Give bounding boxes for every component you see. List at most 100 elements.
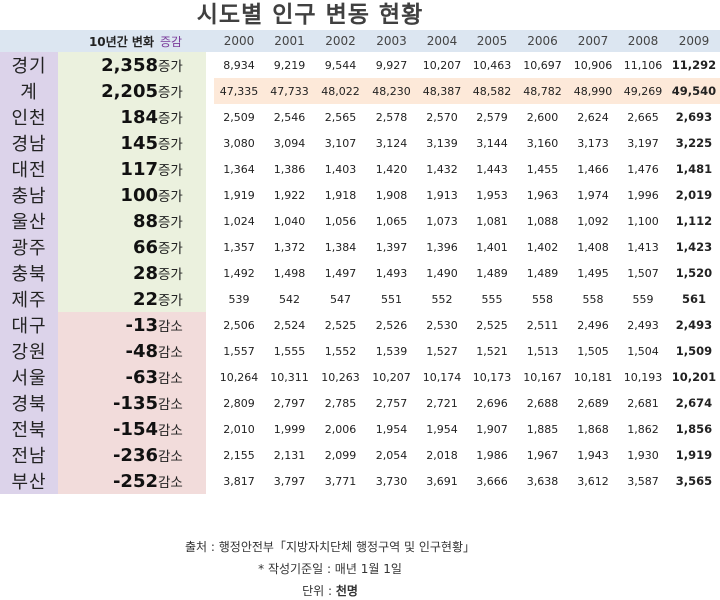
year-value: 2,054 [375,448,408,462]
year-value: 1,489 [526,266,559,280]
year-value: 2,578 [375,110,408,124]
change-value: 100 [58,182,158,208]
year-value: 1,527 [426,344,458,358]
basis-note: * 작성기준일 : 매년 1월 1일 [258,562,402,576]
year-value: 2,797 [273,396,306,410]
table-row: 서울 -63 감소 10,264 10,311 10,263 10,207 10,174 10,… [0,364,720,390]
year-value: 10,207 [422,58,462,72]
region-name: 대전 [0,156,58,182]
spacer-cell [206,182,214,208]
year-value: 1,024 [223,214,255,228]
change-value: 2,358 [58,52,158,78]
year-value: 1,505 [577,344,609,358]
year-value: 1,986 [476,448,508,462]
year-value: 1,913 [426,188,458,202]
page-title: 시도별 인구 변동 현황 [196,2,424,28]
year-value: 558 [532,292,553,306]
year-value: 1,100 [627,214,659,228]
header-year-2005: 2005 [467,30,517,52]
year-value: 48,582 [467,78,517,104]
change-direction: 증가 [158,260,206,286]
table-row: 경남 145 증가 3,080 3,094 3,107 3,124 3,139 3,144 3,1… [0,130,720,156]
year-value: 1,073 [426,214,458,228]
year-value: 1,112 [675,214,713,228]
year-value: 10,207 [372,370,411,384]
year-value: 552 [431,292,453,306]
year-value: 48,022 [315,78,366,104]
year-value: 2,689 [577,396,609,410]
year-value: 2,693 [675,110,713,124]
region-name: 경남 [0,130,58,156]
change-value: 66 [58,234,158,260]
year-value: 3,107 [324,136,357,150]
year-value: 539 [228,292,250,306]
year-value: 1,943 [577,448,609,462]
spacer-cell [206,234,214,260]
year-value: 2,006 [324,422,357,436]
change-direction: 감소 [158,312,206,338]
year-value: 3,612 [577,474,609,488]
unit-prefix: 단위 : [302,584,336,598]
change-value: 22 [58,286,158,312]
year-value: 2,757 [375,396,408,410]
change-value: -48 [58,338,158,364]
year-value: 1,539 [375,344,408,358]
year-value: 2,099 [324,448,357,462]
change-direction: 증가 [158,78,206,104]
spacer-cell [206,390,214,416]
year-value: 1,507 [627,266,659,280]
year-value: 1,504 [627,344,659,358]
year-value: 2,570 [426,110,458,124]
year-value: 1,520 [675,266,713,280]
spacer-cell [206,52,214,78]
year-value: 2,506 [223,318,255,332]
year-value: 3,225 [675,136,713,150]
region-name: 강원 [0,338,58,364]
region-name: 충남 [0,182,58,208]
year-value: 10,906 [573,58,613,72]
year-value: 3,160 [526,136,559,150]
table-row: 광주 66 증가 1,357 1,372 1,384 1,397 1,396 1,401 1,40… [0,234,720,260]
year-value: 10,167 [523,370,562,384]
source-text: 행정안전부「지방자치단체 행정구역 및 인구현황」 [218,540,475,554]
year-value: 1,489 [476,266,508,280]
region-name: 충북 [0,260,58,286]
header-year-2001: 2001 [264,30,315,52]
year-value: 1,856 [675,422,713,436]
year-value: 2,018 [426,448,458,462]
year-value: 1,498 [273,266,306,280]
year-value: 1,081 [476,214,508,228]
change-value: 88 [58,208,158,234]
source-prefix: 출처 : [184,540,219,554]
year-value: 3,144 [476,136,508,150]
year-value: 1,930 [627,448,659,462]
spacer-cell [206,416,214,442]
year-value: 2,525 [324,318,357,332]
year-value: 1,919 [675,448,713,462]
table-row: 계 2,205 증가 47,335 47,733 48,022 48,230 48,387 48… [0,78,720,104]
year-value: 1,509 [675,344,713,358]
table-row: 대전 117 증가 1,364 1,386 1,403 1,420 1,432 1,443 1,4… [0,156,720,182]
table-row: 충남 100 증가 1,919 1,922 1,918 1,908 1,913 1,953 1,9… [0,182,720,208]
year-value: 47,335 [214,78,264,104]
year-value: 1,907 [476,422,508,436]
year-value: 3,124 [375,136,408,150]
year-value: 3,666 [476,474,508,488]
year-value: 1,918 [324,188,357,202]
table-row: 전남 -236 감소 2,155 2,131 2,099 2,054 2,018 1,986 1,… [0,442,720,468]
year-value: 1,408 [577,240,609,254]
region-name: 부산 [0,468,58,494]
year-value: 1,432 [426,162,458,176]
year-value: 561 [681,292,706,306]
header-year-2003: 2003 [366,30,417,52]
year-value: 1,386 [273,162,306,176]
year-value: 1,996 [627,188,659,202]
year-value: 558 [582,292,604,306]
year-value: 542 [279,292,300,306]
year-value: 49,269 [618,78,668,104]
year-value: 3,197 [627,136,659,150]
year-value: 2,721 [426,396,458,410]
year-value: 2,010 [223,422,255,436]
year-value: 3,771 [324,474,357,488]
year-value: 1,443 [476,162,508,176]
